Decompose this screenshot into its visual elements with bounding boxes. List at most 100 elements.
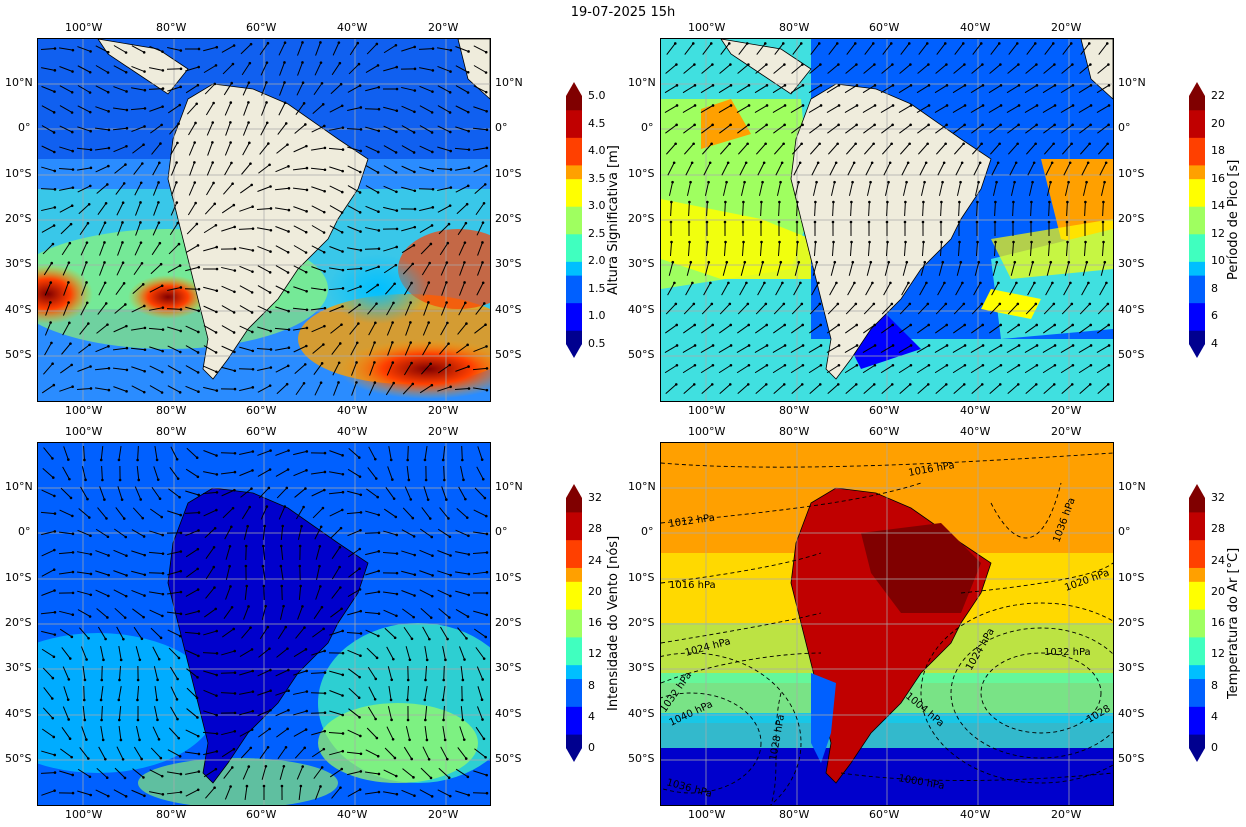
direction-arrow bbox=[719, 384, 731, 394]
arrow-head bbox=[157, 181, 160, 184]
direction-arrow bbox=[1043, 124, 1055, 134]
direction-arrow bbox=[664, 345, 678, 353]
arrow-head bbox=[100, 678, 104, 682]
direction-arrow bbox=[809, 64, 821, 74]
arrow-head bbox=[981, 63, 984, 66]
direction-arrow bbox=[934, 345, 948, 353]
direction-arrow bbox=[117, 222, 123, 236]
arrow-head bbox=[1035, 63, 1038, 66]
lat-tick-label: 10°N bbox=[495, 480, 523, 493]
direction-arrow bbox=[865, 282, 873, 296]
direction-arrow bbox=[460, 705, 464, 721]
arrow-head bbox=[448, 794, 452, 798]
arrow-head bbox=[228, 544, 232, 548]
arrow-head bbox=[764, 302, 768, 306]
lon-tick-label: 100°W bbox=[65, 404, 103, 417]
arrow-head bbox=[1034, 142, 1037, 146]
direction-arrow bbox=[311, 205, 325, 213]
arrow-head bbox=[338, 565, 341, 569]
direction-arrow bbox=[989, 64, 1001, 74]
colorbar-hs bbox=[566, 82, 582, 362]
direction-arrow bbox=[971, 303, 983, 315]
arrow-head bbox=[801, 84, 805, 87]
wind-speed-field bbox=[38, 443, 490, 805]
arrow-head bbox=[358, 588, 362, 591]
direction-arrow bbox=[294, 488, 306, 498]
direction-arrow bbox=[293, 286, 307, 292]
direction-arrow bbox=[721, 162, 729, 176]
direction-arrow bbox=[881, 124, 893, 134]
arrow-head bbox=[1067, 260, 1071, 264]
colorbar-segment bbox=[566, 720, 582, 735]
lon-tick-label: 20°W bbox=[428, 21, 459, 34]
arrow-head bbox=[103, 281, 107, 285]
direction-arrow bbox=[239, 469, 253, 477]
arrow-head bbox=[179, 286, 183, 289]
arrow-head bbox=[196, 371, 200, 374]
direction-arrow bbox=[275, 450, 289, 456]
direction-arrow bbox=[1006, 324, 1020, 334]
arrow-head bbox=[121, 261, 125, 264]
direction-arrow bbox=[364, 771, 380, 775]
colorbar-segment bbox=[1189, 720, 1205, 735]
arrow-head bbox=[305, 709, 309, 713]
direction-arrow bbox=[149, 106, 163, 112]
direction-arrow bbox=[419, 225, 433, 233]
direction-arrow bbox=[862, 105, 876, 113]
colorbar-segment bbox=[1189, 498, 1205, 513]
direction-arrow bbox=[387, 706, 393, 720]
arrow-head bbox=[944, 383, 948, 386]
direction-arrow bbox=[458, 486, 466, 500]
colorbar-tick-label: 18 bbox=[1211, 144, 1225, 158]
direction-arrow bbox=[154, 446, 158, 460]
arrow-head bbox=[137, 478, 141, 482]
arrow-head bbox=[233, 225, 236, 229]
direction-arrow bbox=[670, 201, 672, 217]
direction-arrow bbox=[311, 186, 325, 192]
arrow-head bbox=[409, 498, 413, 501]
arrow-head bbox=[287, 230, 290, 233]
direction-arrow bbox=[189, 162, 195, 176]
arrow-head bbox=[374, 677, 378, 681]
arrow-head bbox=[980, 383, 984, 386]
arrow-head bbox=[1088, 302, 1092, 306]
arrow-head bbox=[143, 594, 146, 597]
direction-arrow bbox=[1096, 345, 1110, 353]
arrow-head bbox=[464, 497, 467, 501]
direction-arrow bbox=[1024, 84, 1038, 94]
direction-arrow bbox=[369, 362, 375, 376]
arrow-head bbox=[447, 222, 451, 226]
direction-arrow bbox=[329, 246, 343, 252]
arrow-head bbox=[999, 344, 1003, 347]
arrow-head bbox=[801, 323, 805, 327]
arrow-head bbox=[395, 87, 399, 91]
arrow-head bbox=[196, 788, 200, 792]
direction-arrow bbox=[1060, 105, 1074, 113]
arrow-head bbox=[467, 148, 471, 151]
arrow-head bbox=[431, 150, 434, 154]
direction-arrow bbox=[809, 303, 821, 315]
arrow-head bbox=[341, 472, 345, 476]
direction-arrow bbox=[970, 324, 984, 334]
direction-arrow bbox=[149, 365, 163, 373]
arrow-head bbox=[999, 363, 1003, 367]
direction-arrow bbox=[862, 345, 876, 353]
arrow-head bbox=[141, 162, 144, 165]
arrow-head bbox=[690, 161, 694, 165]
direction-arrow bbox=[41, 750, 55, 756]
arrow-head bbox=[53, 633, 57, 636]
arrow-head bbox=[959, 180, 962, 184]
direction-arrow bbox=[256, 348, 272, 350]
colorbar-segment bbox=[566, 123, 582, 138]
direction-arrow bbox=[261, 102, 267, 116]
arrow-head bbox=[117, 458, 121, 462]
direction-arrow bbox=[77, 185, 91, 193]
direction-arrow bbox=[1024, 105, 1038, 113]
direction-arrow bbox=[790, 324, 804, 334]
arrow-head bbox=[262, 584, 266, 588]
direction-arrow bbox=[454, 388, 470, 390]
arrow-head bbox=[71, 791, 75, 795]
direction-arrow bbox=[134, 182, 142, 196]
direction-arrow bbox=[134, 486, 142, 500]
arrow-head bbox=[71, 48, 75, 52]
